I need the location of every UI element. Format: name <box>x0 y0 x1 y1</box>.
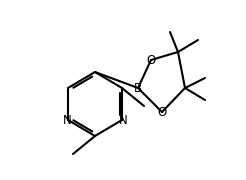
Text: B: B <box>134 82 142 94</box>
Text: N: N <box>63 114 71 127</box>
Text: N: N <box>119 114 127 127</box>
Text: O: O <box>157 105 167 118</box>
Text: O: O <box>146 53 156 66</box>
